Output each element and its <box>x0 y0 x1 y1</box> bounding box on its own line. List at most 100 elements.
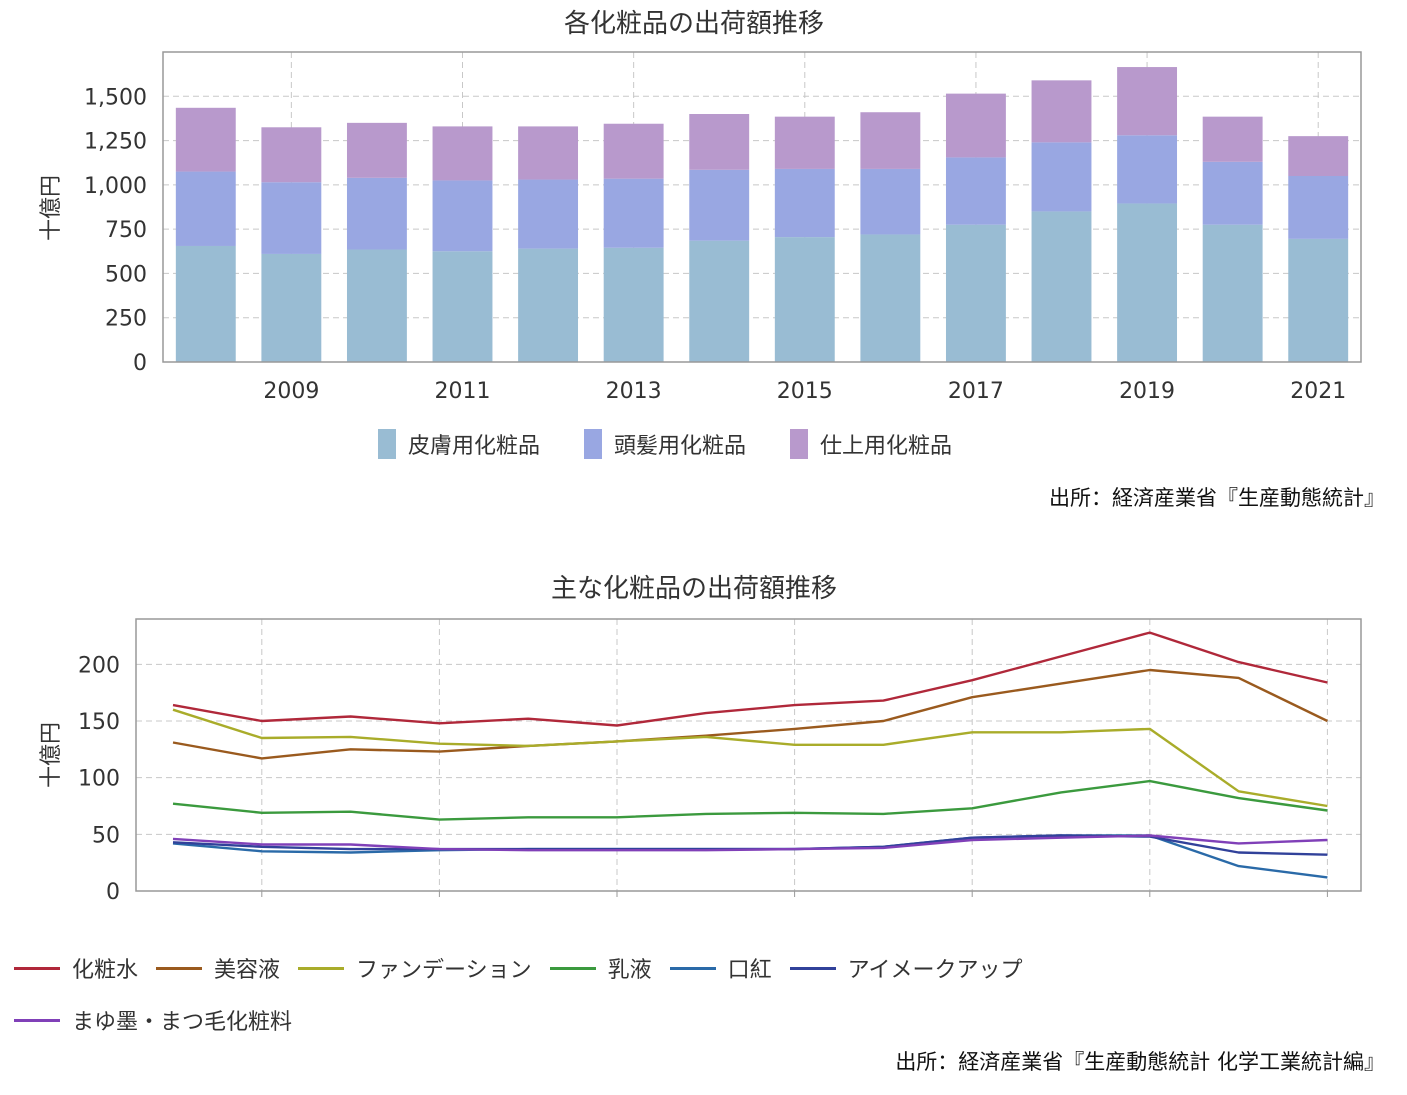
legend-label-lipstick: 口紅 <box>727 958 772 983</box>
legend-label-hair: 頭髪用化粧品 <box>614 434 747 459</box>
line-y-tick-label: 200 <box>78 653 120 678</box>
bar-legend: 皮膚用化粧品 頭髪用化粧品 仕上用化粧品 <box>378 428 952 460</box>
bar-x-tick-label: 2019 <box>1119 379 1175 404</box>
bar-segment-hair-2011 <box>432 180 493 252</box>
bar-x-ticks: 2009 2011 2013 2015 2017 2019 2021 <box>263 379 1346 404</box>
bar-segment-hair-2008 <box>175 171 236 246</box>
bar-chart-source: 出所：経済産業省『生産動態統計』 <box>1049 486 1385 510</box>
bar-segment-skin-2017 <box>945 224 1006 362</box>
bar-y-tick-label: 500 <box>105 262 147 287</box>
line-y-tick-label: 50 <box>92 823 120 848</box>
bar-segment-hair-2017 <box>945 157 1006 225</box>
bar-y-axis-label: 十億円 <box>39 175 64 241</box>
bar-segment-hair-2019 <box>1117 135 1178 204</box>
bar-segment-skin-2016 <box>860 234 921 362</box>
bar-segment-hair-2021 <box>1288 176 1349 239</box>
legend-label-lotion: 化粧水 <box>72 958 139 983</box>
line-chart-title: 主な化粧品の出荷額推移 <box>551 574 837 604</box>
line-plot-frame <box>135 618 1362 892</box>
legend-stroke-foundation <box>298 966 345 970</box>
bar-segment-skin-2018 <box>1031 211 1092 362</box>
line-series-serum <box>172 668 1328 760</box>
line-series <box>172 631 1328 879</box>
line-series-foundation <box>172 708 1328 808</box>
legend-stroke-eye-makeup <box>789 966 836 970</box>
legend-item-foundation: ファンデーション <box>298 952 532 984</box>
bar-y-tick-label: 750 <box>105 218 147 243</box>
line-y-tick-label: 0 <box>106 880 120 905</box>
line-series-eyebrow <box>172 834 1328 852</box>
bar-y-tick-label: 1,500 <box>84 85 147 110</box>
legend-stroke-eyebrow <box>14 1018 60 1022</box>
line-series-lipstick <box>172 834 1328 879</box>
bar-segment-skin-2015 <box>774 237 835 362</box>
bar-segment-hair-2010 <box>346 177 407 250</box>
bar-y-tick-label: 1,000 <box>84 174 147 199</box>
bar-segment-makeup-2016 <box>860 112 921 169</box>
bar-segment-makeup-2017 <box>945 93 1006 158</box>
legend-item-lipstick: 口紅 <box>669 952 772 984</box>
legend-label-skin: 皮膚用化粧品 <box>408 434 541 459</box>
legend-swatch-hair <box>584 429 603 459</box>
legend-stroke-lotion <box>14 966 60 970</box>
bar-segment-hair-2020 <box>1202 161 1263 225</box>
bar-segment-skin-2019 <box>1117 203 1178 362</box>
legend-item-serum: 美容液 <box>156 952 280 984</box>
legend-swatch-makeup <box>790 429 809 459</box>
bar-segment-makeup-2009 <box>261 127 322 183</box>
legend-item-eye-makeup: アイメークアップ <box>789 952 1023 984</box>
bar-segment-skin-2009 <box>261 253 322 362</box>
bar-segment-skin-2021 <box>1288 238 1349 362</box>
bar-segment-makeup-2019 <box>1117 67 1178 136</box>
bar-x-tick-label: 2015 <box>777 379 833 404</box>
bar-series <box>175 67 1349 362</box>
bar-segment-makeup-2015 <box>774 116 835 169</box>
line-series-lotion <box>172 631 1328 727</box>
bar-segment-makeup-2012 <box>518 126 579 180</box>
legend-swatch-skin <box>378 429 396 459</box>
legend-stroke-milk <box>549 966 596 970</box>
legend-item-skin: 皮膚用化粧品 <box>378 428 540 460</box>
bar-segment-makeup-2018 <box>1031 80 1092 143</box>
bar-segment-skin-2008 <box>175 245 236 362</box>
bar-segment-makeup-2010 <box>346 122 407 178</box>
legend-stroke-serum <box>156 966 203 970</box>
line-y-ticks: 0 50 100 150 200 <box>78 653 120 905</box>
line-legend: 化粧水 美容液 ファンデーション 乳液 口紅 アイメークアップ まゆ墨・まつ毛化… <box>14 952 1214 1036</box>
legend-label-eye-makeup: アイメークアップ <box>847 958 1023 983</box>
legend-label-milk: 乳液 <box>607 958 652 983</box>
line-y-axis-label: 十億円 <box>39 722 64 788</box>
legend-item-lotion: 化粧水 <box>14 952 138 984</box>
bar-segment-makeup-2020 <box>1202 116 1263 162</box>
bar-segment-hair-2009 <box>261 182 322 254</box>
bar-segment-skin-2014 <box>689 240 750 362</box>
bar-x-tick-label: 2011 <box>435 379 491 404</box>
bar-x-tick-label: 2021 <box>1290 379 1346 404</box>
bar-segment-hair-2016 <box>860 168 921 235</box>
bar-y-tick-label: 1,250 <box>84 130 147 155</box>
bar-segment-makeup-2021 <box>1288 136 1349 176</box>
legend-item-milk: 乳液 <box>549 952 652 984</box>
legend-label-eyebrow: まゆ墨・まつ毛化粧料 <box>72 1010 293 1035</box>
bar-segment-hair-2014 <box>689 169 750 241</box>
bar-segment-skin-2013 <box>603 247 664 362</box>
stacked-bar-chart: 各化粧品の出荷額推移 十億円 0 250 500 750 1,000 1,250 1,500… <box>39 9 1362 404</box>
bar-segment-skin-2010 <box>346 249 407 362</box>
legend-label-makeup: 仕上用化粧品 <box>820 434 953 459</box>
bar-chart-title: 各化粧品の出荷額推移 <box>564 9 824 39</box>
bar-segment-hair-2018 <box>1031 142 1092 212</box>
bar-segment-makeup-2014 <box>689 114 750 170</box>
bar-x-tick-label: 2013 <box>606 379 662 404</box>
line-y-tick-label: 100 <box>78 767 120 792</box>
bar-segment-hair-2012 <box>518 179 579 249</box>
line-series-milk <box>172 779 1328 821</box>
bar-plot-frame <box>162 51 1362 363</box>
bar-y-tick-label: 250 <box>105 307 147 332</box>
line-gridlines <box>136 619 1361 897</box>
bar-x-tick-label: 2009 <box>263 379 319 404</box>
bar-segment-hair-2015 <box>774 168 835 238</box>
legend-stroke-lipstick <box>669 966 716 970</box>
bar-y-tick-label: 0 <box>133 351 147 376</box>
line-chart-source: 出所：経済産業省『生産動態統計 化学工業統計編』 <box>895 1050 1385 1074</box>
bar-segment-skin-2012 <box>518 248 579 362</box>
